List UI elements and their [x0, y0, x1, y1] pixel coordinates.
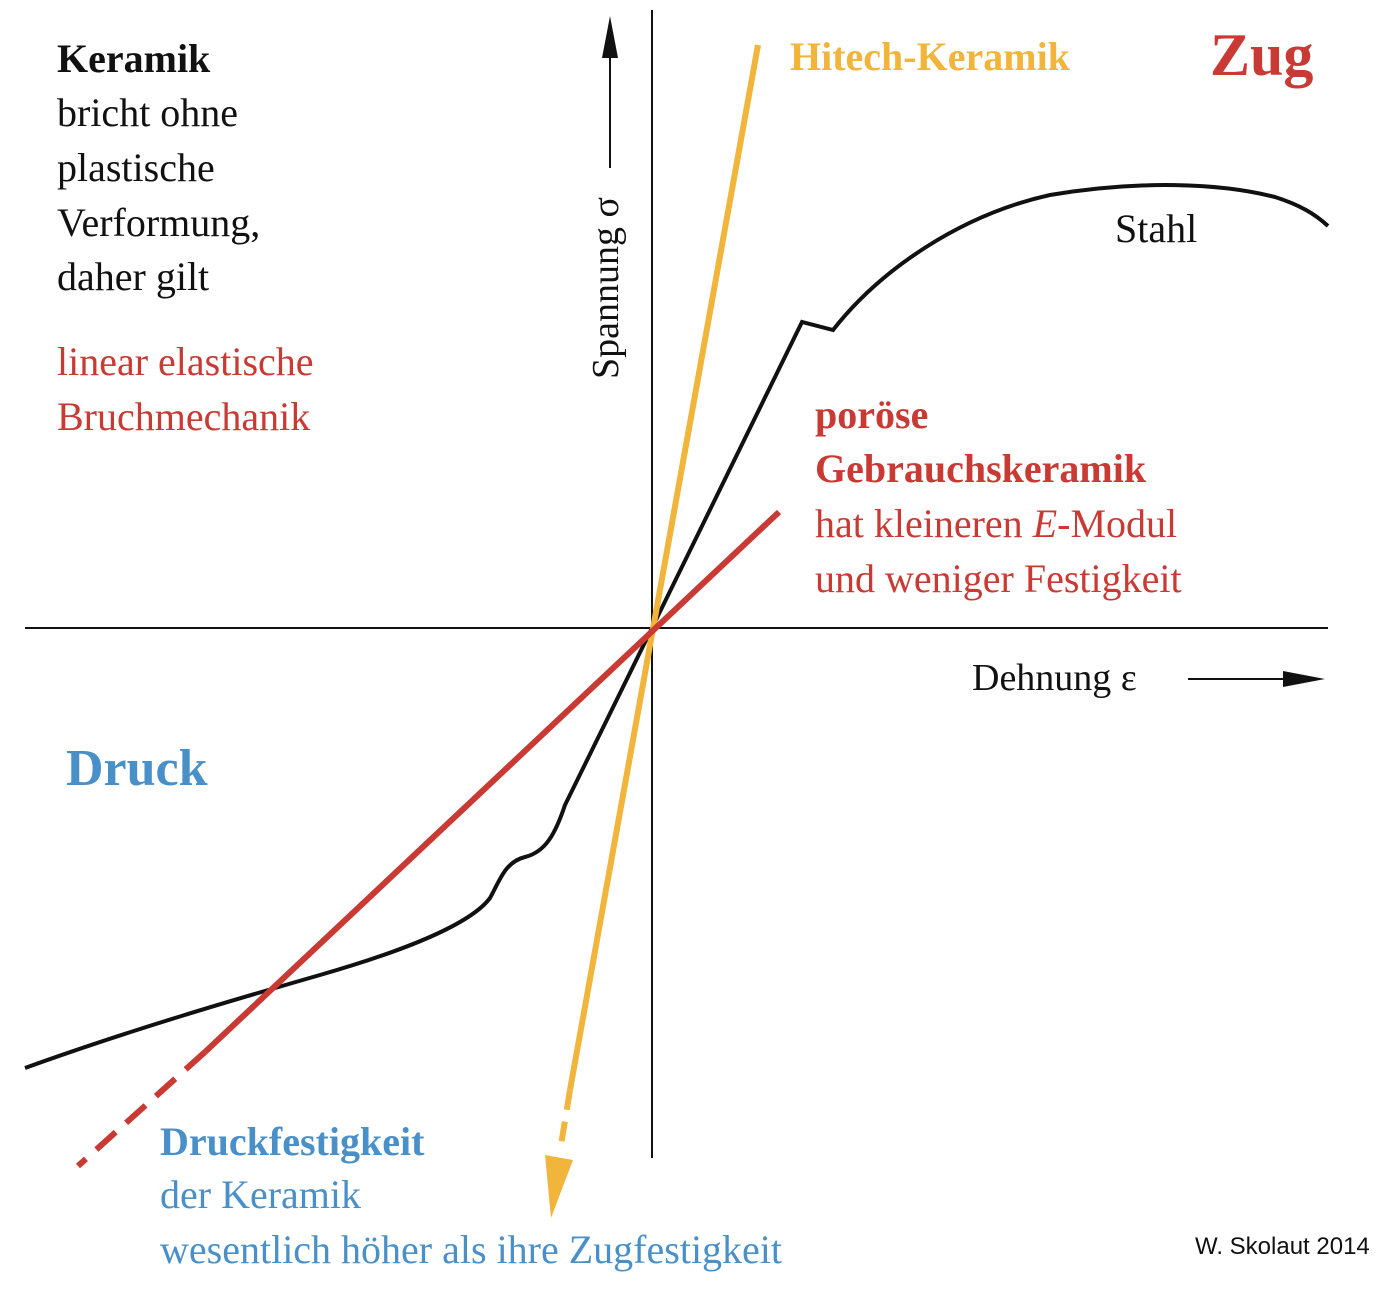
x-axis-label-group: Dehnung ε: [972, 657, 1325, 699]
druck-label: Druck: [66, 740, 208, 797]
porous-label-line3-pre: hat kleineren: [815, 501, 1033, 546]
keramik-note-red-line: linear elastische: [57, 339, 314, 384]
keramik-note-line: bricht ohne: [57, 90, 238, 135]
druck-note: Druckfestigkeit der Keramik wesentlich h…: [160, 1119, 782, 1272]
x-axis-label-arrow-head: [1283, 671, 1325, 687]
keramik-note-line: plastische: [57, 145, 215, 190]
porous-label-line3: hat kleineren E-Modul: [815, 501, 1177, 546]
porous-label-line4: und weniger Festigkeit: [815, 556, 1182, 601]
zug-label: Zug: [1210, 22, 1313, 88]
hitech-label: Hitech-Keramik: [790, 34, 1071, 79]
keramik-note-line: Verformung,: [57, 200, 260, 245]
porous-label-line3-e: E: [1032, 501, 1057, 546]
porous-line: [202, 509, 782, 1055]
y-axis-label-arrow-head: [602, 16, 618, 58]
porous-label-line1: poröse: [815, 392, 928, 437]
stahl-curve: [24, 183, 1330, 1070]
druck-note-title: Druckfestigkeit: [160, 1119, 425, 1164]
druck-note-line: wesentlich höher als ihre Zugfestigkeit: [160, 1227, 782, 1272]
keramik-note-line: daher gilt: [57, 254, 209, 299]
druck-note-line: der Keramik: [160, 1172, 361, 1217]
y-axis-label: Spannung σ: [585, 197, 627, 379]
y-axis-label-group: Spannung σ: [585, 16, 627, 379]
x-axis-label: Dehnung ε: [972, 657, 1137, 699]
stahl-label: Stahl: [1115, 206, 1197, 251]
porous-label-line2: Gebrauchskeramik: [815, 446, 1147, 491]
credit-text: W. Skolaut 2014: [1195, 1233, 1370, 1260]
hitech-line-dashed: [558, 1089, 573, 1146]
hitech-line: [567, 44, 761, 1091]
keramik-note: Keramik bricht ohne plastische Verformun…: [57, 36, 314, 439]
keramik-note-title: Keramik: [57, 36, 211, 81]
porous-line-dashed: [75, 1049, 208, 1169]
hitech-arrow-head: [545, 1155, 573, 1218]
keramik-note-red-line: Bruchmechanik: [57, 394, 310, 439]
porous-label-line3-post: -Modul: [1057, 501, 1177, 546]
porous-label-block: poröse Gebrauchskeramik hat kleineren E-…: [815, 392, 1182, 601]
